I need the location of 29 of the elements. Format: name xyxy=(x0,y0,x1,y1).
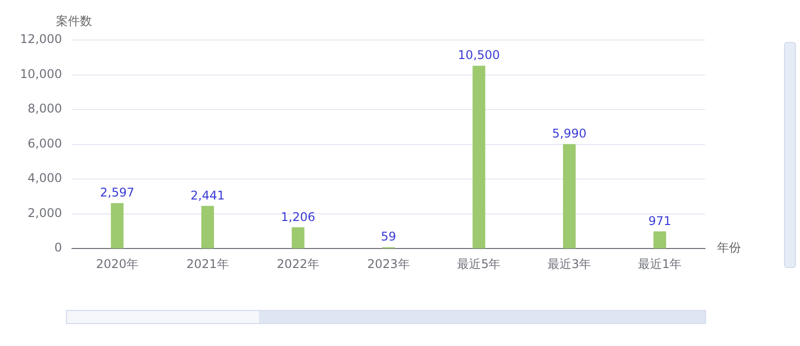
x-axis-title: 年份 xyxy=(717,240,741,255)
bar xyxy=(201,206,214,248)
x-tick-label: 2022年 xyxy=(276,256,320,271)
data-label: 2,441 xyxy=(190,188,225,202)
y-tick-label: 8,000 xyxy=(28,102,62,116)
x-tick-label: 最近5年 xyxy=(457,256,501,271)
data-label: 5,990 xyxy=(552,126,587,141)
data-label: 2,597 xyxy=(100,186,134,200)
y-tick-label: 10,000 xyxy=(20,66,62,81)
x-tick-label: 最近1年 xyxy=(638,256,682,271)
data-label: 1,206 xyxy=(280,210,316,224)
x-tick-label: 2021年 xyxy=(186,256,229,271)
x-tick-label: 最近3年 xyxy=(548,256,592,271)
y-axis-title: 案件数 xyxy=(56,14,92,28)
y-tick-label: 0 xyxy=(54,240,62,255)
x-tick-label: 2023年 xyxy=(367,256,410,271)
data-label: 971 xyxy=(648,214,672,228)
bar xyxy=(563,144,576,248)
data-label: 59 xyxy=(380,230,396,244)
bar xyxy=(472,66,486,248)
y-tick-label: 4,000 xyxy=(28,171,62,186)
bar xyxy=(653,231,666,248)
y-tick-label: 2,000 xyxy=(28,206,62,220)
y-tick-label: 12,000 xyxy=(20,32,62,46)
bar xyxy=(110,203,124,248)
bar xyxy=(292,227,304,248)
data-label: 10,500 xyxy=(458,48,500,62)
y-tick-label: 6,000 xyxy=(28,136,62,150)
x-tick-label: 2020年 xyxy=(96,256,138,271)
